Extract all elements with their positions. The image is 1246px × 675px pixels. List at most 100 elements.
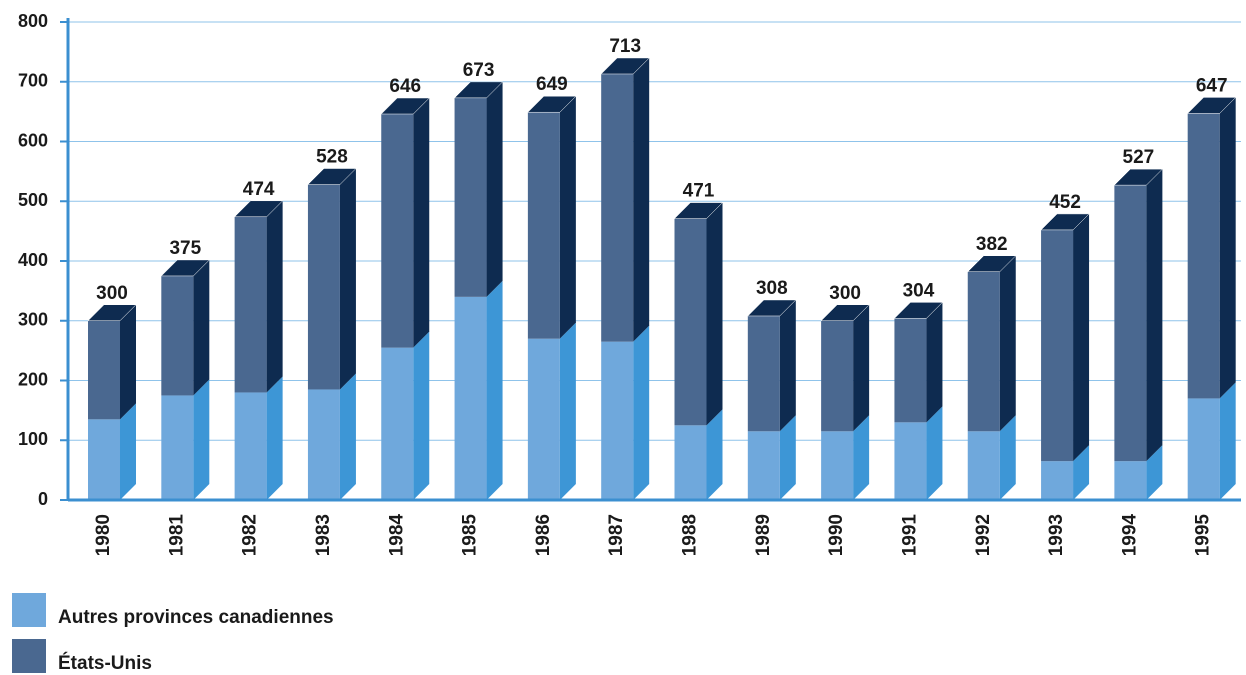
bar-side [413, 331, 430, 500]
bar-side [266, 200, 283, 393]
bar-side [706, 409, 723, 500]
y-tick-label: 0 [38, 489, 48, 509]
bar [307, 389, 340, 500]
bar [674, 218, 707, 426]
x-tick-label: 1982 [240, 514, 261, 556]
bar-top [307, 168, 357, 185]
bar-top [893, 302, 944, 319]
bar-side [266, 376, 283, 500]
bar-side [706, 202, 723, 426]
legend-swatch [12, 639, 46, 673]
bar-side [559, 322, 576, 500]
bar-top [1187, 97, 1237, 114]
bar-side [779, 415, 796, 500]
bar-top [160, 259, 210, 277]
bar-side [1146, 169, 1163, 462]
x-tick-label: 1994 [1119, 514, 1140, 557]
y-tick-label: 200 [18, 369, 48, 389]
total-label: 474 [243, 179, 275, 200]
total-label: 375 [169, 238, 201, 259]
bar [1041, 461, 1074, 500]
total-label: 300 [96, 283, 128, 304]
bar-side [193, 259, 210, 396]
bar-top [453, 81, 504, 99]
bar-top [673, 202, 724, 219]
bar-side [999, 255, 1016, 432]
bar-side [926, 406, 943, 500]
bar [967, 271, 1000, 432]
bar-top [380, 97, 430, 115]
total-label: 673 [463, 60, 495, 81]
bar [454, 97, 487, 297]
bar-top [967, 255, 1017, 273]
legend-swatch [12, 593, 46, 627]
bar [821, 431, 854, 500]
bar-side [339, 168, 356, 390]
bar-top [234, 200, 284, 218]
bar [1114, 185, 1147, 462]
x-tick-label: 1995 [1193, 514, 1214, 557]
bar-top [747, 299, 797, 317]
y-tick-label: 600 [18, 130, 48, 150]
x-tick-label: 1993 [1046, 514, 1067, 556]
bar-side [559, 96, 576, 339]
y-tick-label: 100 [18, 429, 48, 449]
x-tick-label: 1991 [899, 514, 920, 557]
bar [1187, 113, 1220, 399]
total-label: 527 [1123, 147, 1155, 168]
bar [1114, 461, 1147, 500]
x-tick-label: 1987 [606, 514, 627, 556]
x-tick-label: 1981 [166, 514, 187, 557]
bar-side [853, 415, 870, 500]
bar [88, 419, 120, 500]
total-label: 646 [389, 76, 421, 97]
x-tick-label: 1985 [460, 514, 481, 557]
y-tick-label: 400 [18, 250, 48, 270]
total-label: 452 [1049, 192, 1081, 213]
bar [967, 431, 1000, 500]
bar-side [193, 379, 210, 500]
bar-side [1219, 97, 1236, 399]
bar-side [1073, 213, 1090, 462]
bar-side [779, 299, 796, 432]
bar-side [1146, 445, 1163, 500]
total-label: 304 [903, 280, 935, 301]
bar-side [853, 304, 870, 432]
bar [601, 341, 634, 500]
bar [821, 320, 854, 432]
bar [161, 275, 194, 396]
bar-side [999, 415, 1016, 500]
bar [234, 392, 267, 500]
y-tick-label: 700 [18, 71, 48, 91]
bar-top [1040, 213, 1090, 231]
bar [894, 318, 927, 423]
bar-top [600, 57, 650, 75]
total-label: 649 [536, 74, 568, 95]
bar [674, 425, 707, 500]
total-label: 300 [829, 283, 861, 304]
y-tick-label: 300 [18, 310, 48, 330]
bar [161, 395, 194, 500]
bar-side [633, 325, 650, 500]
bar-top [527, 95, 577, 113]
x-tick-label: 1988 [680, 514, 701, 556]
bar [381, 347, 414, 500]
bar [307, 184, 340, 390]
bar-side [926, 302, 943, 423]
bar-side [1219, 382, 1236, 500]
bar-side [486, 81, 503, 297]
bar-top [87, 304, 137, 321]
bar [601, 73, 634, 342]
legend-label: Autres provinces canadiennes [58, 607, 334, 628]
bar [454, 296, 487, 500]
x-tick-label: 1992 [973, 514, 994, 556]
bar-side [413, 98, 430, 348]
bar-side [120, 304, 136, 420]
bar [88, 320, 120, 420]
total-label: 713 [609, 36, 641, 57]
bar [1187, 398, 1220, 500]
bar-side [486, 280, 503, 500]
bar-top [820, 304, 870, 321]
bar [527, 112, 560, 339]
